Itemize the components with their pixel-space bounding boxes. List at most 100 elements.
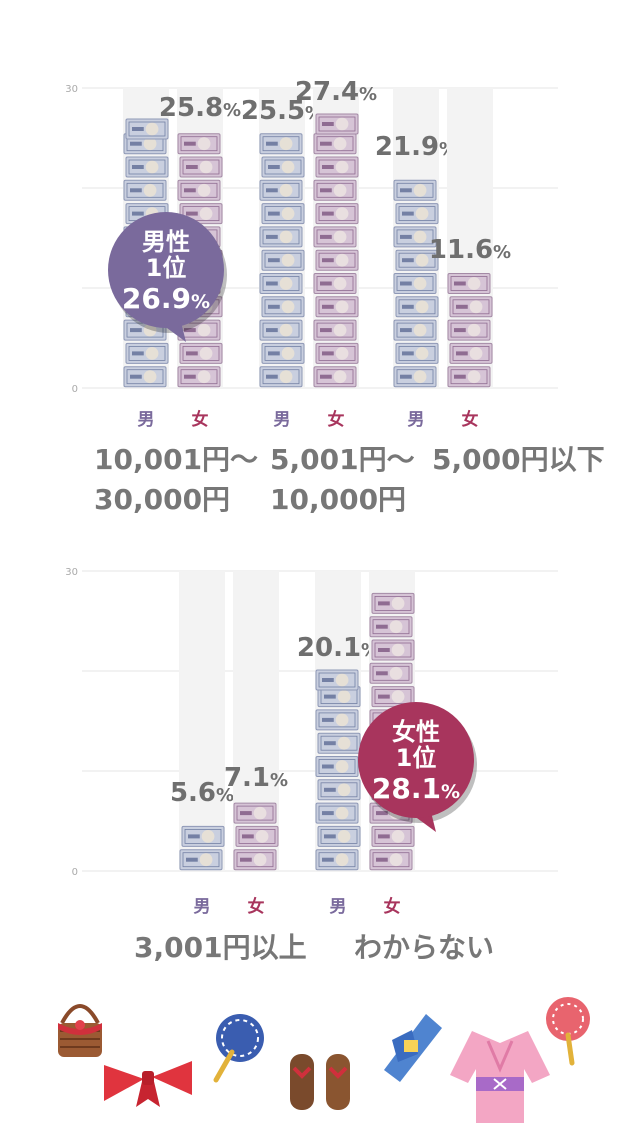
bar-1-0-bill-0 (177, 366, 221, 388)
bar-0-1-bill-7 (317, 686, 361, 708)
gender-label-female-2: 女 (462, 409, 479, 430)
bar-0-1-bill-0 (315, 849, 359, 871)
category-label-3-line-1: 5,000円以下 (432, 443, 605, 476)
category-label-2-line-1: 5,001円〜 (270, 443, 415, 476)
bar-0-2-bill-1 (395, 342, 439, 364)
bar-1-1-bill-3 (315, 296, 359, 318)
category-label-1-line-2: 30,000円 (94, 483, 231, 516)
bar-1-0-bill-9 (179, 156, 223, 178)
bar-male-1 (259, 133, 305, 388)
bar-1-1-bill-10 (313, 133, 357, 155)
bar-0-2-bill-7 (395, 203, 439, 225)
bar-1-0-bill-2 (233, 802, 277, 824)
bar-1-1-bill-0 (369, 849, 413, 871)
bar-0-0-bill-8 (123, 179, 167, 201)
y-tick-label-30: 30 (65, 84, 78, 95)
bar-1-1-bill-8 (369, 662, 413, 684)
bar-0-1-bill-3 (261, 296, 305, 318)
callout-line-1: 女性 (392, 718, 440, 746)
bar-1-2-bill-1 (449, 342, 493, 364)
bar-1-2-bill-3 (449, 296, 493, 318)
y-tick-label-0: 0 (72, 384, 78, 395)
category-label-1: 10,001円〜 30,000円 (94, 440, 258, 520)
bar-0-2-bill-4 (393, 273, 437, 294)
bar-female-0 (233, 802, 279, 871)
callout-line-2: 1位 (146, 254, 187, 282)
category-label-3: 5,000円以下 (432, 440, 605, 480)
bar-0-1-bill-10 (259, 133, 303, 155)
bar-female-2 (447, 273, 493, 388)
bar-1-2-bill-0 (447, 366, 491, 388)
bar-0-2-bill-3 (395, 296, 439, 318)
gender-label-female-1: 女 (384, 896, 401, 917)
bar-0-1-bill-5 (317, 732, 361, 754)
category-label-4: 3,001円以上 (134, 928, 307, 968)
bar-0-1-bill-7 (261, 203, 305, 225)
bar-0-1-bill-8 (259, 179, 303, 201)
bar-0-0-bill-0 (179, 849, 223, 871)
bar-1-0-bill-1 (235, 825, 279, 847)
bar-0-2-bill-0 (393, 366, 437, 388)
value-label-male-2: 21.9% (375, 132, 457, 162)
bar-1-2-bill-2 (447, 319, 491, 341)
bar-0-1-bill-2 (315, 802, 359, 824)
bar-1-1-bill-4 (313, 273, 357, 294)
callout-line-1: 男性 (142, 228, 190, 256)
column-bg-male-0 (179, 571, 225, 871)
bar-0-2-bill-2 (393, 319, 437, 341)
value-label-male-0: 5.6% (170, 778, 234, 808)
bar-0-1-bill-3 (317, 779, 361, 801)
callout-circle (358, 702, 474, 818)
bar-1-0-bill-10 (177, 133, 221, 155)
bar-0-1-bill-6 (259, 226, 303, 248)
bar-0-1-bill-0 (259, 366, 303, 388)
bar-0-2-bill-5 (395, 249, 439, 271)
bar-0-2-bill-6 (393, 226, 437, 248)
bar-1-1-bill-11 (371, 592, 415, 614)
gender-label-male-1: 男 (274, 410, 291, 430)
bar-0-1-bill-6 (315, 709, 359, 731)
bar-0-1-bill-2 (259, 319, 303, 341)
bar-1-1-bill-2 (313, 319, 357, 341)
bar-0-1-bill-5 (261, 249, 305, 271)
bar-0-1-bill-8 (315, 669, 359, 691)
category-label-4-line-1: 3,001円以上 (134, 931, 307, 964)
gender-label-female-1: 女 (328, 409, 345, 430)
bar-1-1-bill-0 (313, 366, 357, 388)
basket-icon (58, 1004, 102, 1057)
bar-0-2-bill-8 (393, 179, 437, 201)
value-label-female-0: 7.1% (224, 763, 288, 793)
category-label-2-line-2: 10,000円 (270, 483, 407, 516)
bar-1-1-bill-10 (369, 616, 413, 638)
bar-1-1-bill-11 (315, 113, 359, 135)
bar-0-1-bill-1 (317, 825, 361, 847)
value-label-female-2: 11.6% (429, 235, 511, 265)
gender-label-male-2: 男 (408, 410, 425, 430)
bar-male-1 (315, 669, 361, 871)
gender-label-male-1: 男 (330, 897, 347, 917)
bar-1-1-bill-8 (313, 179, 357, 201)
category-label-2: 5,001円〜 10,000円 (270, 440, 415, 520)
y-tick-label-0: 0 (72, 867, 78, 878)
gender-label-male-0: 男 (138, 410, 155, 430)
geta-icon (290, 1054, 350, 1110)
ribbon-icon (104, 1061, 192, 1107)
bar-1-1-bill-6 (313, 226, 357, 248)
bar-0-0-bill-11 (125, 118, 169, 140)
y-tick-label-30: 30 (65, 567, 78, 578)
bar-1-1-bill-7 (315, 203, 359, 225)
bar-male-2 (393, 179, 439, 388)
bar-1-1-bill-5 (315, 249, 359, 271)
obi-icon (384, 1014, 442, 1082)
category-label-1-line-1: 10,001円〜 (94, 443, 259, 476)
fan-icon (546, 997, 590, 1066)
gender-label-male-0: 男 (194, 897, 211, 917)
bar-0-1-bill-4 (259, 273, 303, 294)
bar-1-1-bill-1 (315, 342, 359, 364)
callout-circle (108, 212, 224, 328)
bar-0-0-bill-1 (181, 825, 225, 847)
callout-value: 28.1% (372, 772, 460, 805)
value-label-female-0: 25.8% (159, 93, 241, 123)
bar-0-0-bill-9 (125, 156, 169, 178)
